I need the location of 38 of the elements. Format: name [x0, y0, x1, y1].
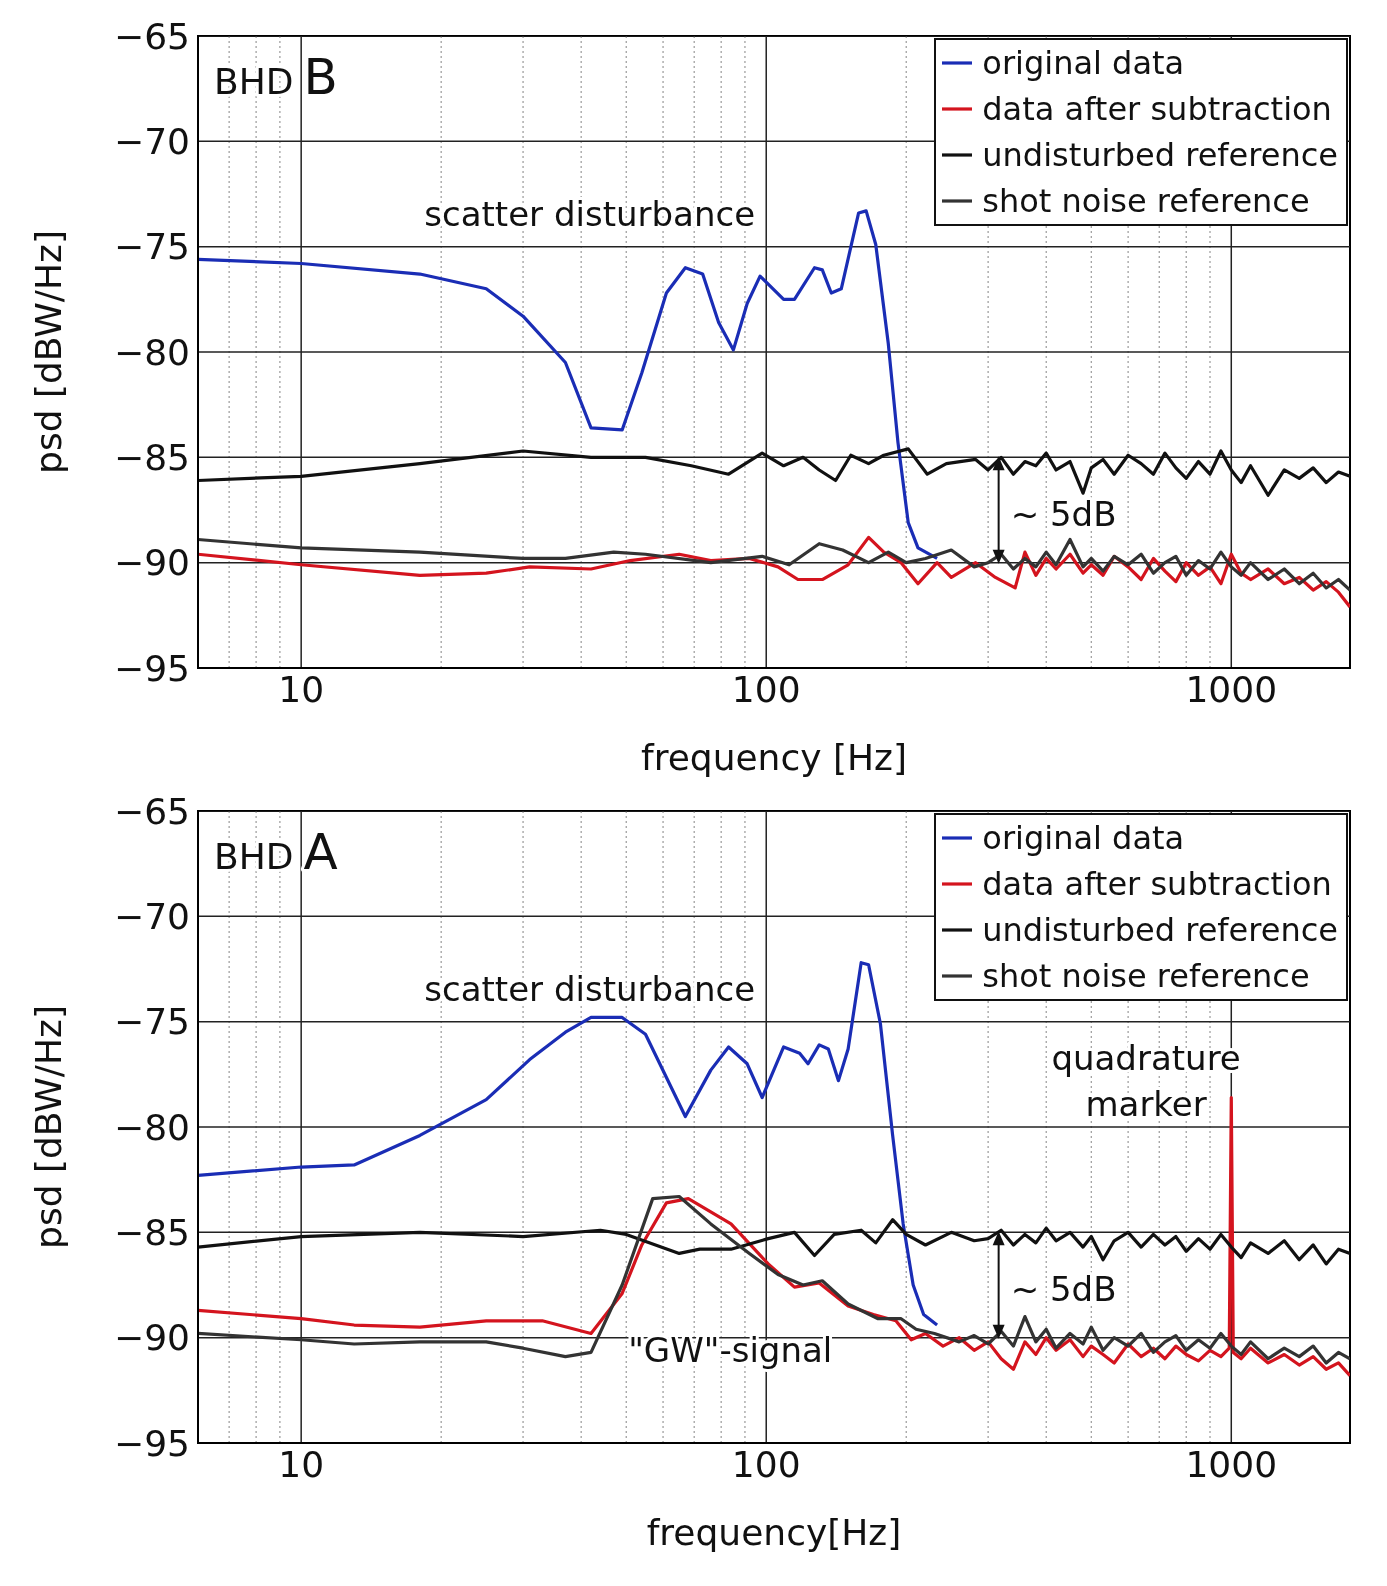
- y-tick-label: −90: [114, 542, 190, 584]
- x-tick-label: 100: [731, 1443, 801, 1485]
- y-tick-label: −70: [114, 896, 190, 938]
- y-tick-label: −85: [114, 1212, 190, 1254]
- y-axis-title: psd [dBW/Hz]: [27, 1005, 69, 1249]
- y-axis-title: psd [dBW/Hz]: [27, 230, 69, 474]
- x-tick-label: 1000: [1185, 1443, 1278, 1485]
- x-tick-label: 100: [731, 668, 801, 710]
- x-axis-title: frequency[Hz]: [646, 1512, 902, 1553]
- y-tick-label: −70: [114, 121, 190, 163]
- legend-label: data after subtraction: [982, 864, 1332, 905]
- annotation: BHD B: [214, 48, 338, 106]
- y-tick-label: −65: [114, 790, 190, 832]
- annotation: BHD A: [214, 823, 338, 881]
- y-tick-label: −75: [114, 226, 190, 268]
- y-tick-label: −90: [114, 1317, 190, 1359]
- y-tick-label: −85: [114, 437, 190, 479]
- x-tick-label: 10: [278, 668, 325, 710]
- y-tick-label: −80: [114, 1106, 190, 1148]
- legend-label: undisturbed reference: [982, 135, 1338, 176]
- legend-label: shot noise reference: [982, 956, 1310, 997]
- x-tick-label: 1000: [1185, 668, 1278, 710]
- legend-label: original data: [982, 43, 1185, 84]
- annotation: scatter disturbance: [424, 193, 756, 234]
- x-axis-title: frequency [Hz]: [640, 737, 908, 778]
- legend-label: data after subtraction: [982, 89, 1332, 130]
- annotation: ~ 5dB: [1010, 493, 1117, 534]
- legend-label: undisturbed reference: [982, 910, 1338, 951]
- annotation: scatter disturbance: [424, 968, 756, 1009]
- y-tick-label: −95: [114, 647, 190, 689]
- legend-label: shot noise reference: [982, 181, 1310, 222]
- y-tick-label: −80: [114, 331, 190, 373]
- y-tick-label: −95: [114, 1422, 190, 1464]
- legend-label: original data: [982, 818, 1185, 859]
- annotation: ~ 5dB: [1010, 1268, 1117, 1309]
- y-tick-label: −75: [114, 1001, 190, 1043]
- x-tick-label: 10: [278, 1443, 325, 1485]
- y-tick-label: −65: [114, 15, 190, 57]
